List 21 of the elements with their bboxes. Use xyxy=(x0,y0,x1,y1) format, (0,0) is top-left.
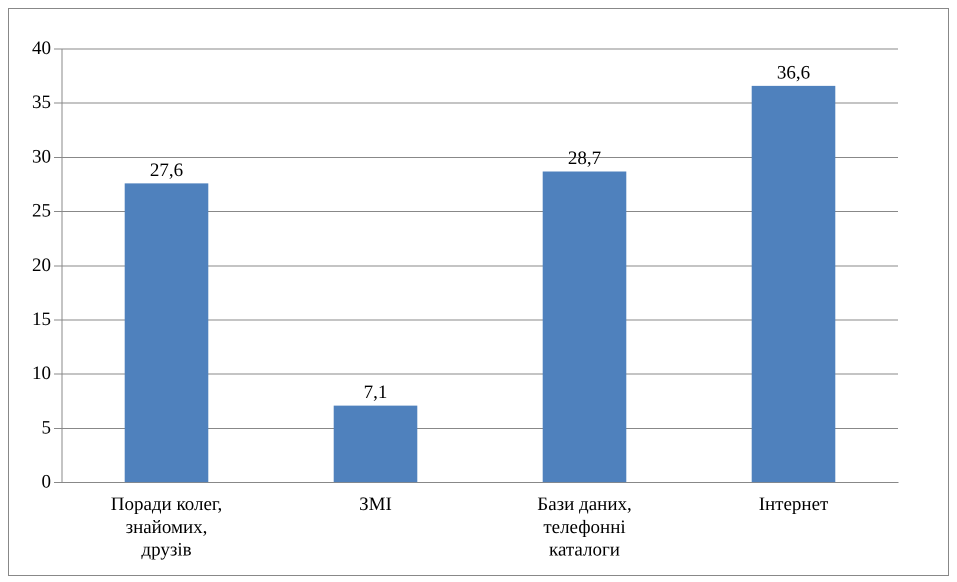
bar xyxy=(752,86,836,482)
bar xyxy=(334,406,418,482)
y-tick-label: 0 xyxy=(42,472,51,493)
x-tick-label: ЗМІ xyxy=(359,494,392,515)
data-label: 36,6 xyxy=(776,62,810,84)
bar xyxy=(124,183,208,482)
x-tick-label: Поради колег, знайомих, друзів xyxy=(110,494,222,561)
y-tick-label: 5 xyxy=(42,417,51,438)
data-label: 28,7 xyxy=(568,148,602,169)
y-tick-label: 25 xyxy=(32,200,51,222)
y-tick-label: 30 xyxy=(32,146,51,168)
data-label: 7,1 xyxy=(364,382,388,404)
y-tick-label: 40 xyxy=(32,38,51,59)
y-tick-label: 35 xyxy=(32,92,51,114)
y-tick-label: 15 xyxy=(32,308,51,330)
y-tick-label: 10 xyxy=(32,363,51,384)
data-label: 27,6 xyxy=(150,160,184,181)
y-tick-label: 20 xyxy=(32,254,51,276)
x-tick-label: Інтернет xyxy=(758,494,830,515)
x-tick-label: Бази даних, телефонні каталоги xyxy=(537,494,632,561)
bar xyxy=(542,171,626,482)
